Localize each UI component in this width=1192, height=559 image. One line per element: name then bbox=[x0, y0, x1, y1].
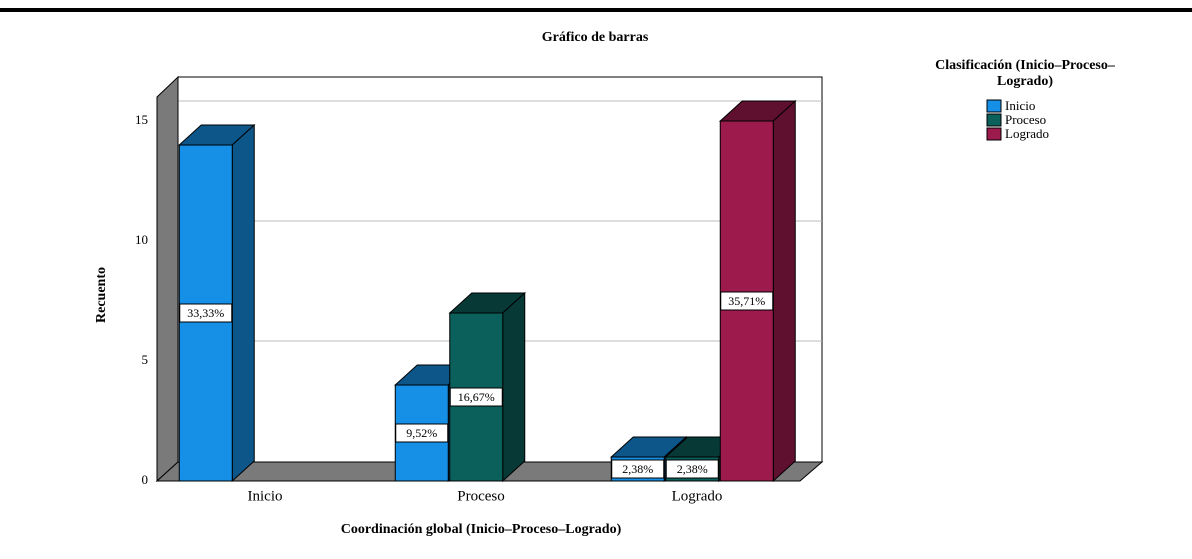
value-label: 16,67% bbox=[458, 390, 495, 404]
bar-side bbox=[231, 123, 255, 483]
x-tick-label: Proceso bbox=[457, 488, 505, 504]
value-label-box bbox=[720, 291, 774, 311]
value-label-box bbox=[611, 459, 665, 479]
value-label: 2,38% bbox=[622, 462, 653, 476]
bar-side bbox=[772, 99, 796, 483]
value-label-box bbox=[179, 303, 233, 323]
left-wall bbox=[156, 75, 179, 483]
value-label: 35,71% bbox=[728, 294, 765, 308]
value-label-box bbox=[449, 387, 503, 407]
x-axis-label: Coordinación global (Inicio–Proceso–Logr… bbox=[341, 522, 622, 537]
y-tick-label: 0 bbox=[142, 472, 149, 487]
bar-side bbox=[502, 291, 526, 483]
y-tick-label: 15 bbox=[135, 112, 148, 127]
x-tick-label: Inicio bbox=[248, 488, 283, 504]
x-tick-label: Logrado bbox=[672, 488, 723, 504]
chart-title: Gráfico de barras bbox=[542, 30, 649, 45]
value-label-box bbox=[665, 459, 719, 479]
legend-label: Proceso bbox=[1005, 112, 1046, 127]
legend-swatch bbox=[986, 99, 1002, 113]
legend-label: Inicio bbox=[1005, 98, 1035, 113]
y-tick-label: 10 bbox=[135, 232, 148, 247]
legend-swatch bbox=[986, 113, 1002, 127]
value-label: 33,33% bbox=[187, 306, 224, 320]
value-label-box bbox=[395, 423, 449, 443]
y-axis-label: Recuento bbox=[94, 267, 109, 323]
legend-swatch bbox=[986, 127, 1002, 141]
legend-title: Clasificación (Inicio–Proceso–Logrado) bbox=[935, 58, 1115, 89]
legend-label: Logrado bbox=[1005, 126, 1049, 141]
y-tick-label: 5 bbox=[142, 352, 149, 367]
value-label: 9,52% bbox=[406, 426, 437, 440]
top-rule bbox=[0, 8, 1192, 12]
value-label: 2,38% bbox=[677, 462, 708, 476]
